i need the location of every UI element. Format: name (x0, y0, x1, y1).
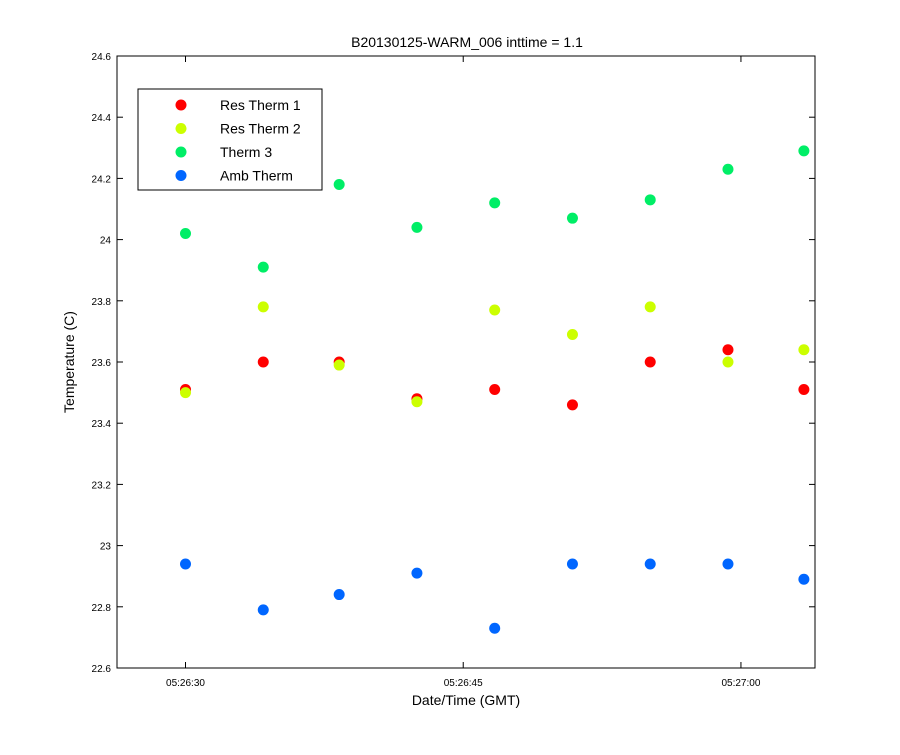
legend-label: Amb Therm (220, 168, 293, 184)
data-point-2 (411, 396, 423, 408)
data-point-2 (257, 301, 269, 313)
y-tick-label: 23.4 (92, 419, 112, 430)
legend: Res Therm 1 Res Therm 2 Therm 3 Amb Therm (137, 88, 323, 191)
data-point-3 (798, 145, 810, 157)
legend-box (137, 88, 323, 191)
y-tick-label: 22.6 (92, 664, 112, 675)
y-tick-label: 23 (100, 542, 112, 553)
data-point-4 (180, 558, 192, 570)
data-point-4 (722, 558, 734, 570)
x-tick-label: 05:26:30 (166, 678, 205, 689)
legend-label: Res Therm 2 (220, 121, 301, 137)
data-point-3 (489, 197, 501, 209)
data-point-1 (722, 344, 734, 356)
data-point-2 (798, 344, 810, 356)
y-tick-label: 24.4 (92, 113, 112, 124)
data-point-2 (644, 301, 656, 313)
chart-title: B20130125-WARM_006 inttime = 1.1 (351, 34, 583, 50)
y-tick-label: 24 (100, 236, 112, 247)
data-point-1 (566, 399, 578, 411)
data-point-4 (566, 558, 578, 570)
data-point-3 (566, 212, 578, 224)
data-point-3 (644, 194, 656, 206)
data-point-4 (798, 573, 810, 585)
data-points (180, 145, 810, 634)
axis-ticks: 22.6 22.8 23 23.2 23.4 23.6 23.8 24 24.2 24.4 24.6… (92, 52, 815, 689)
data-point-4 (489, 622, 501, 634)
x-tick-label: 05:27:00 (721, 678, 760, 689)
data-point-3 (722, 163, 734, 175)
data-point-4 (411, 567, 423, 579)
y-tick-label: 23.2 (92, 480, 112, 491)
data-point-3 (333, 179, 345, 191)
legend-marker (175, 170, 187, 181)
y-tick-label: 23.8 (92, 297, 112, 308)
data-point-3 (257, 261, 269, 273)
data-point-2 (489, 304, 501, 316)
y-axis-label: Temperature (C) (61, 311, 77, 413)
y-tick-label: 22.8 (92, 603, 112, 614)
data-point-4 (644, 558, 656, 570)
data-point-1 (257, 356, 269, 368)
y-tick-label: 24.6 (92, 52, 112, 63)
data-point-3 (411, 221, 423, 233)
data-point-2 (722, 356, 734, 368)
legend-label: Res Therm 1 (220, 97, 301, 113)
data-point-1 (644, 356, 656, 368)
data-point-2 (180, 387, 192, 399)
data-point-3 (180, 227, 192, 239)
data-point-1 (489, 384, 501, 396)
y-tick-label: 24.2 (92, 174, 112, 185)
data-point-4 (333, 589, 345, 601)
data-point-2 (566, 328, 578, 340)
data-point-4 (257, 604, 269, 616)
legend-marker (175, 146, 187, 158)
y-tick-label: 23.6 (92, 358, 112, 369)
legend-label: Therm 3 (220, 144, 272, 160)
data-point-1 (798, 384, 810, 396)
legend-marker (175, 99, 187, 111)
x-tick-label: 05:26:45 (444, 678, 483, 689)
data-point-2 (333, 359, 345, 371)
legend-marker (175, 123, 187, 134)
x-axis-label: Date/Time (GMT) (412, 692, 520, 708)
